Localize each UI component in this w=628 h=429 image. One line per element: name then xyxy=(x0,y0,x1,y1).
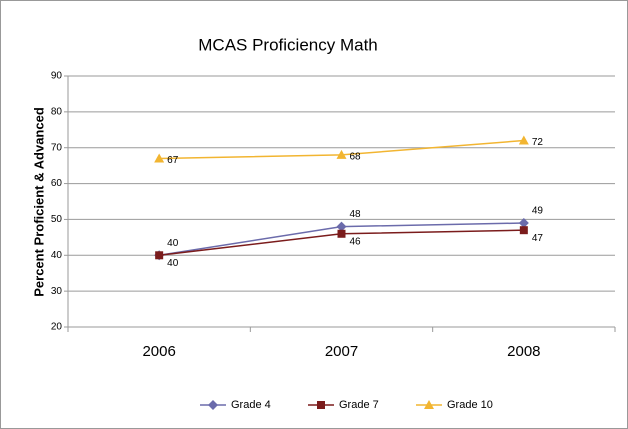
marker xyxy=(424,400,434,409)
marker xyxy=(155,251,164,260)
legend-label: Grade 10 xyxy=(447,399,493,411)
chart-title: MCAS Proficiency Math xyxy=(198,35,378,54)
x-tick-label: 2008 xyxy=(507,343,540,360)
data-label: 72 xyxy=(532,137,544,148)
marker xyxy=(518,135,529,145)
marker xyxy=(336,149,347,159)
x-tick-label: 2007 xyxy=(325,343,358,360)
data-label: 48 xyxy=(350,209,362,220)
y-tick-label: 90 xyxy=(51,71,63,82)
data-label: 49 xyxy=(532,206,544,217)
data-label: 47 xyxy=(532,233,544,244)
y-tick-label: 20 xyxy=(51,322,63,333)
marker xyxy=(154,153,165,163)
y-tick-label: 40 xyxy=(51,250,63,261)
data-label: 68 xyxy=(350,152,362,163)
data-label: 46 xyxy=(350,236,362,247)
marker xyxy=(518,218,529,229)
x-tick-label: 2006 xyxy=(142,343,175,360)
data-label: 40 xyxy=(167,258,179,269)
y-tick-label: 30 xyxy=(51,286,63,297)
legend-label: Grade 4 xyxy=(231,399,271,411)
y-tick-label: 50 xyxy=(51,214,63,225)
marker xyxy=(208,400,218,410)
legend-label: Grade 7 xyxy=(339,399,379,411)
y-tick-label: 70 xyxy=(51,142,63,153)
y-tick-label: 60 xyxy=(51,178,63,189)
y-tick-label: 80 xyxy=(51,106,63,117)
marker xyxy=(337,229,346,238)
data-label: 40 xyxy=(167,238,179,249)
y-axis-label: Percent Proficient & Advanced xyxy=(31,107,46,297)
marker xyxy=(519,226,528,235)
data-label: 67 xyxy=(167,155,179,166)
marker xyxy=(336,221,347,232)
marker xyxy=(317,401,325,409)
